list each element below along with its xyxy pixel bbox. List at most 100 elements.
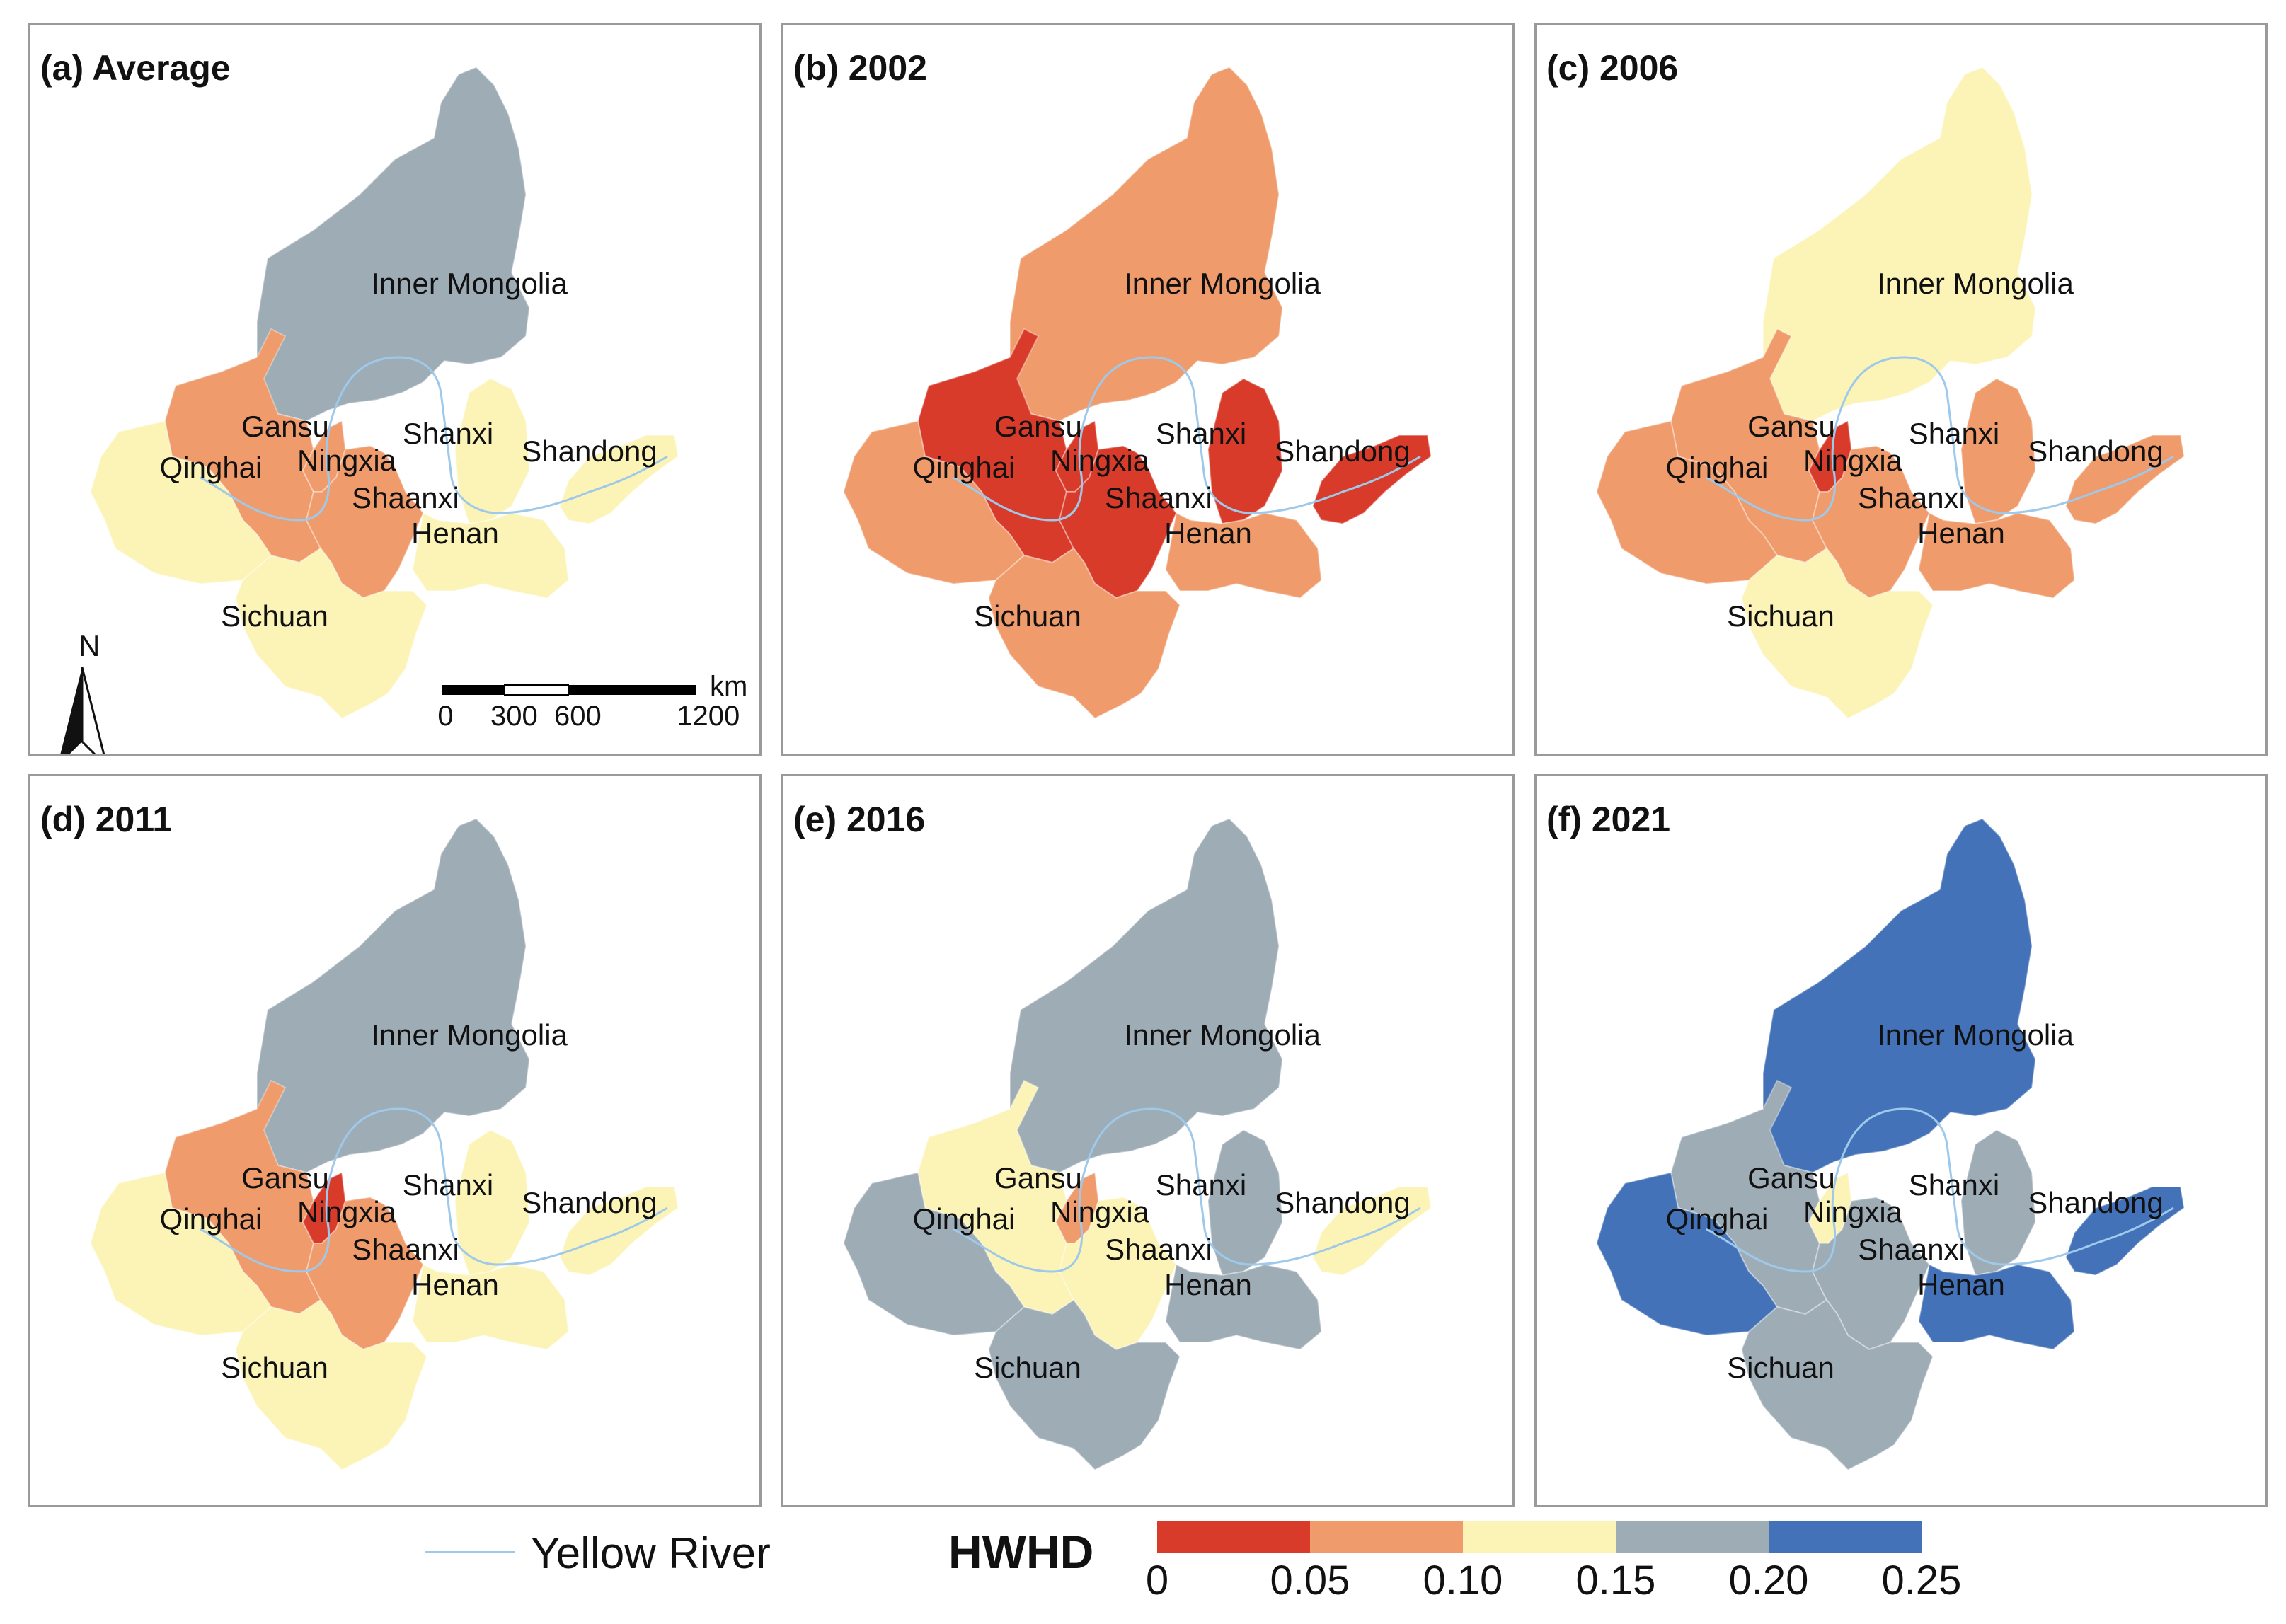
yellow-river-line	[953, 356, 1421, 522]
hwhd-color-bar: 0 0.05 0.10 0.15 0.20 0.25	[1146, 1521, 1961, 1620]
province-label-shanxi: Shanxi	[403, 417, 493, 450]
province-map: Inner Mongolia Gansu Qinghai Ningxia Shaanxi…	[89, 66, 679, 720]
province-sichuan	[234, 547, 428, 720]
province-henan	[1164, 512, 1323, 599]
panel-title: (d) 2011	[40, 800, 173, 839]
province-label-shandong: Shandong	[2028, 434, 2164, 468]
color-bar-tick: 0.05	[1270, 1557, 1350, 1603]
province-inner-mongolia	[1762, 817, 2037, 1174]
province-label-shanxi: Shanxi	[1156, 417, 1246, 450]
province-label-shandong: Shandong	[1275, 434, 1411, 468]
color-bar-tick: 0	[1145, 1557, 1169, 1603]
province-label-sichuan: Sichuan	[1727, 1351, 1834, 1384]
province-label-shaanxi: Shaanxi	[1858, 481, 1965, 514]
province-label-henan: Henan	[1164, 1268, 1252, 1301]
province-henan	[1164, 1263, 1323, 1351]
color-bin-swatch	[1769, 1521, 1922, 1553]
province-shandong	[558, 434, 679, 525]
province-label-qinghai: Qinghai	[160, 451, 263, 484]
province-map: Inner Mongolia Gansu Qinghai Ningxia Shaanxi…	[842, 817, 1432, 1471]
province-label-inner-mongolia: Inner Mongolia	[1124, 1018, 1321, 1052]
province-shanxi	[454, 377, 531, 525]
province-label-ningxia: Ningxia	[1803, 1195, 1903, 1228]
province-label-gansu: Gansu	[994, 1161, 1082, 1194]
province-map: Inner Mongolia Gansu Qinghai Ningxia Shaanxi…	[1595, 817, 2186, 1471]
yellow-river-legend: Yellow River	[425, 1528, 821, 1585]
scale-bar: km 0 300 600 1200	[437, 671, 747, 754]
province-map: Inner Mongolia Gansu Qinghai Ningxia Shaanxi…	[842, 66, 1432, 720]
province-label-shandong: Shandong	[522, 434, 657, 468]
province-henan	[1917, 1263, 2076, 1351]
province-sichuan	[1740, 1298, 1934, 1471]
province-qinghai	[842, 1171, 1026, 1337]
province-label-henan: Henan	[1917, 517, 2005, 550]
province-label-ningxia: Ningxia	[1803, 444, 1903, 477]
province-label-qinghai: Qinghai	[1666, 451, 1769, 484]
province-inner-mongolia	[1009, 817, 1284, 1174]
province-shanxi	[454, 1129, 531, 1277]
province-label-henan: Henan	[1164, 517, 1252, 550]
map-panel: Inner Mongolia Gansu Qinghai Ningxia Shaanxi…	[28, 774, 762, 1507]
yellow-river-line	[200, 356, 668, 522]
province-label-gansu: Gansu	[994, 410, 1082, 443]
province-label-sichuan: Sichuan	[221, 599, 328, 633]
province-label-henan: Henan	[1917, 1268, 2005, 1301]
province-inner-mongolia	[256, 66, 531, 422]
province-label-gansu: Gansu	[241, 1161, 329, 1194]
province-label-shanxi: Shanxi	[403, 1168, 493, 1202]
province-qinghai	[842, 420, 1026, 585]
scale-tick: 0	[437, 701, 454, 732]
province-label-shanxi: Shanxi	[1909, 417, 1999, 450]
province-label-shandong: Shandong	[2028, 1186, 2164, 1219]
province-henan	[411, 512, 570, 599]
scale-tick: 300	[490, 701, 538, 732]
province-label-shaanxi: Shaanxi	[352, 1233, 459, 1266]
province-label-sichuan: Sichuan	[1727, 599, 1834, 633]
province-shandong	[2064, 434, 2186, 525]
province-shandong	[1311, 434, 1432, 525]
province-shanxi	[1207, 377, 1284, 525]
color-bin-swatch	[1463, 1521, 1616, 1553]
panel-title: (b) 2002	[793, 48, 927, 88]
province-qinghai	[89, 1171, 272, 1337]
province-inner-mongolia	[1762, 66, 2037, 422]
map-panel: Inner Mongolia Gansu Qinghai Ningxia Shaanxi…	[781, 774, 1515, 1507]
yellow-river-line	[953, 1107, 1421, 1273]
province-shanxi	[1960, 1129, 2037, 1277]
province-sichuan	[987, 1298, 1181, 1471]
north-arrow-icon	[60, 667, 105, 754]
yellow-river-line	[1706, 356, 2174, 522]
province-label-shandong: Shandong	[1275, 1186, 1411, 1219]
province-label-shandong: Shandong	[522, 1186, 657, 1219]
river-line-swatch	[425, 1551, 515, 1553]
color-bar-tick: 0.10	[1423, 1557, 1503, 1603]
province-label-shanxi: Shanxi	[1156, 1168, 1246, 1202]
province-label-henan: Henan	[411, 1268, 499, 1301]
province-inner-mongolia	[1009, 66, 1284, 422]
north-arrow: N	[50, 629, 114, 754]
province-label-qinghai: Qinghai	[1666, 1202, 1769, 1236]
scale-tick: 600	[553, 701, 602, 732]
province-label-sichuan: Sichuan	[221, 1351, 328, 1384]
province-shandong	[558, 1186, 679, 1277]
province-henan	[1917, 512, 2076, 599]
color-bin-swatch	[1310, 1521, 1463, 1553]
province-map: Inner Mongolia Gansu Qinghai Ningxia Shaanxi…	[1595, 66, 2186, 720]
scale-tick: 1200	[677, 701, 740, 732]
province-label-shaanxi: Shaanxi	[1858, 1233, 1965, 1266]
yellow-river-line	[200, 1107, 668, 1273]
province-qinghai	[1595, 1171, 1779, 1337]
province-label-shanxi: Shanxi	[1909, 1168, 1999, 1202]
map-panel: Inner Mongolia Gansu Qinghai Ningxia Shaanxi…	[28, 23, 762, 756]
province-label-ningxia: Ningxia	[1050, 444, 1150, 477]
panel-title: (a) Average	[40, 48, 231, 88]
map-panel: Inner Mongolia Gansu Qinghai Ningxia Shaanxi…	[1534, 774, 2268, 1507]
province-label-qinghai: Qinghai	[160, 1202, 263, 1236]
province-label-henan: Henan	[411, 517, 499, 550]
province-label-inner-mongolia: Inner Mongolia	[371, 1018, 568, 1052]
map-panel: Inner Mongolia Gansu Qinghai Ningxia Shaanxi…	[781, 23, 1515, 756]
color-bar-tick: 0.20	[1728, 1557, 1809, 1603]
province-label-ningxia: Ningxia	[1050, 1195, 1150, 1228]
province-label-gansu: Gansu	[1747, 410, 1835, 443]
province-label-qinghai: Qinghai	[913, 1202, 1016, 1236]
